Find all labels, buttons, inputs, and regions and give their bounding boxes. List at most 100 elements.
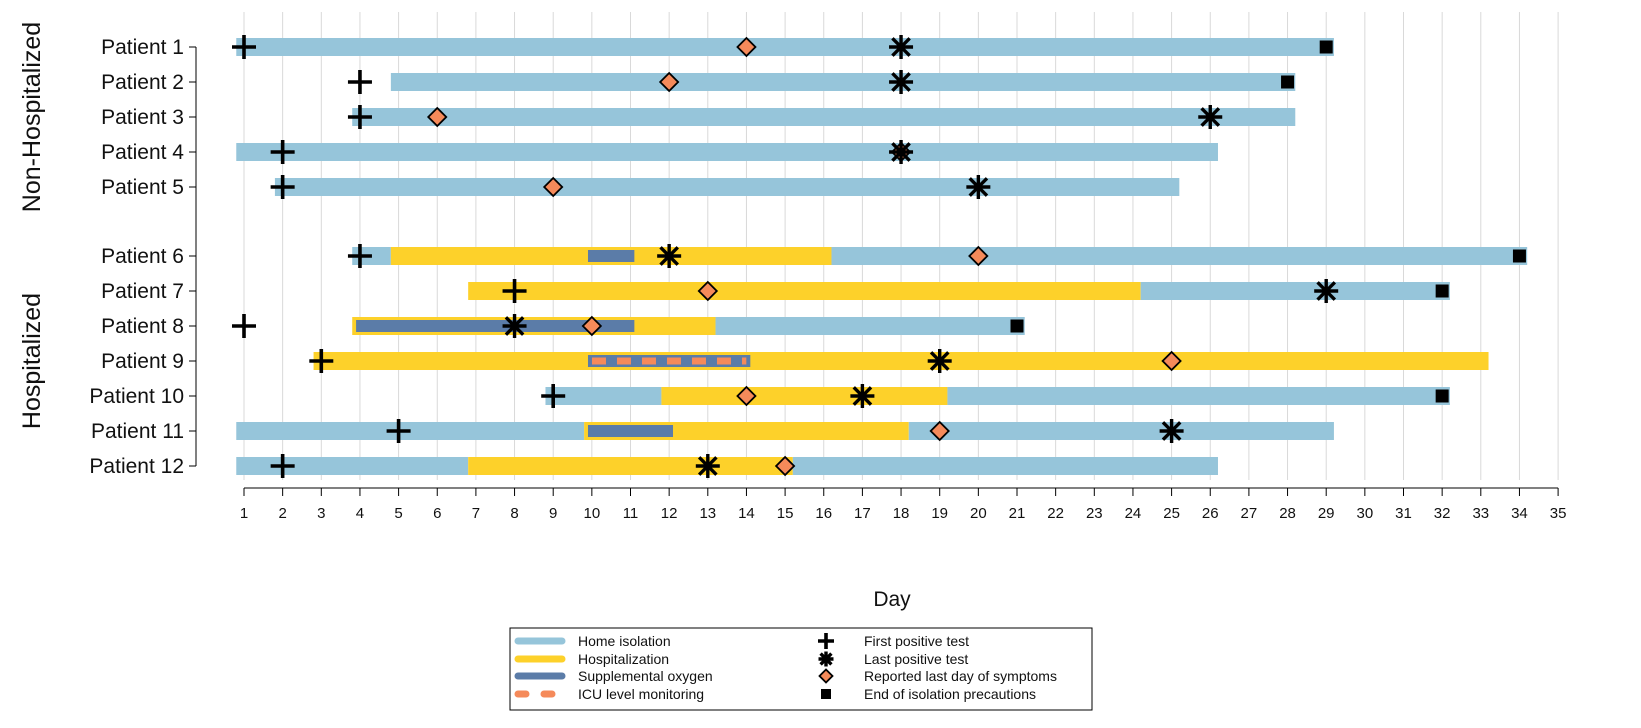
legend-last-positive-marker (818, 651, 834, 667)
x-axis-title: Day (873, 588, 911, 611)
first-positive-marker (386, 419, 411, 443)
first-positive-marker (502, 279, 527, 303)
patient-label: Patient 8 (101, 315, 184, 338)
end-isolation-marker (1512, 249, 1526, 263)
patient-label: Patient 7 (101, 280, 184, 303)
first-positive-marker (270, 140, 295, 164)
x-tick-label: 34 (1511, 505, 1528, 522)
x-tick-label: 33 (1472, 505, 1489, 522)
x-tick-label: 13 (699, 505, 716, 522)
x-tick-label: 15 (777, 505, 794, 522)
hospitalization-bar (468, 282, 1141, 300)
x-tick-label: 10 (584, 505, 601, 522)
x-tick-label: 28 (1279, 505, 1296, 522)
x-tick-label: 22 (1047, 505, 1064, 522)
patient-label: Patient 2 (101, 71, 184, 94)
patient-label: Patient 12 (89, 455, 184, 478)
legend-label: Home isolation (578, 633, 671, 649)
x-tick-label: 8 (510, 505, 518, 522)
last-symptoms-marker (968, 245, 989, 267)
first-positive-marker (270, 175, 295, 199)
x-tick-label: 6 (433, 505, 441, 522)
first-positive-marker (270, 454, 295, 478)
home-isolation-bar (1140, 282, 1450, 300)
first-positive-marker (232, 314, 256, 338)
home-isolation-bar (390, 73, 1296, 91)
patient-label: Patient 3 (101, 106, 184, 129)
x-tick-label: 14 (738, 505, 755, 522)
last-positive-marker (1314, 279, 1339, 303)
x-tick-label: 17 (854, 505, 871, 522)
patient-label: Patient 10 (89, 385, 184, 408)
x-tick-label: 35 (1550, 505, 1567, 522)
x-tick-label: 1 (240, 505, 248, 522)
supplemental-oxygen-bar (356, 320, 635, 332)
home-isolation-bar (545, 387, 662, 405)
x-tick-label: 2 (278, 505, 286, 522)
x-tick-label: 5 (394, 505, 402, 522)
legend-label: Hospitalization (578, 651, 669, 667)
x-tick-label: 18 (893, 505, 910, 522)
last-positive-marker (966, 175, 991, 199)
end-isolation-marker (1435, 284, 1449, 298)
legend-label: First positive test (864, 633, 969, 649)
patient-label: Patient 11 (91, 420, 184, 443)
last-symptoms-marker (542, 176, 564, 198)
x-tick-label: 16 (815, 505, 832, 522)
group-label: Hospitalized (18, 293, 46, 429)
x-tick-label: 25 (1163, 505, 1180, 522)
last-positive-marker (850, 384, 875, 408)
last-positive-marker (657, 244, 682, 268)
end-isolation-marker (1281, 75, 1295, 89)
home-isolation-bar (236, 38, 1334, 56)
last-positive-marker (889, 140, 914, 164)
x-tick-label: 32 (1434, 505, 1451, 522)
legend-end-isolation-marker (821, 689, 831, 699)
legend-label: End of isolation precautions (864, 686, 1036, 702)
patient-label: Patient 1 (101, 36, 184, 59)
x-tick-label: 7 (472, 505, 480, 522)
y-axis: Patient 1 Patient 2 Patient 3 Patient 4 Pati… (89, 36, 197, 478)
legend-label: Last positive test (864, 651, 968, 667)
home-isolation-bar (908, 422, 1334, 440)
last-symptoms-marker (929, 420, 950, 442)
home-isolation-bar (831, 247, 1528, 265)
legend-label: Supplemental oxygen (578, 668, 713, 684)
patient-label: Patient 5 (101, 176, 184, 199)
home-isolation-bar (715, 317, 1025, 335)
last-symptoms-marker (697, 280, 719, 302)
legend-first-positive-marker (818, 633, 834, 649)
supplemental-oxygen-bar (587, 425, 674, 437)
last-positive-marker (502, 314, 527, 338)
last-symptoms-marker (658, 71, 680, 93)
legend-label: Reported last day of symptoms (864, 668, 1057, 684)
x-axis: 1 2 3 4 5 6 7 8 9 10 11 12 13 14 15 16 17 18 19 20 21 22 23 24 2… (240, 487, 1567, 522)
x-tick-label: 26 (1202, 505, 1219, 522)
x-tick-label: 30 (1357, 505, 1374, 522)
last-symptoms-marker (774, 455, 796, 477)
last-symptoms-marker (736, 36, 757, 58)
hospitalization-bar (468, 457, 793, 475)
patient-label: Patient 4 (101, 141, 184, 164)
first-positive-marker (347, 244, 372, 268)
x-tick-label: 3 (317, 505, 325, 522)
x-tick-label: 11 (623, 505, 639, 522)
x-tick-label: 27 (1241, 505, 1258, 522)
end-isolation-marker (1435, 389, 1449, 403)
group-label: Non-Hospitalized (18, 22, 46, 212)
first-positive-marker (232, 35, 256, 59)
home-isolation-bar (274, 178, 1180, 196)
markers (232, 35, 1526, 478)
x-tick-label: 24 (1125, 505, 1142, 522)
supplemental-oxygen-bar (587, 250, 635, 262)
last-symptoms-marker (581, 315, 603, 337)
first-positive-marker (309, 349, 334, 373)
x-tick-label: 20 (970, 505, 987, 522)
home-isolation-bar (236, 457, 469, 475)
x-tick-label: 4 (356, 505, 364, 522)
last-positive-marker (927, 349, 952, 373)
patient-label: Patient 6 (101, 245, 184, 268)
hospitalization-bar (661, 387, 948, 405)
legend: Home isolation HospitalizationSupplementa… (509, 627, 1093, 711)
